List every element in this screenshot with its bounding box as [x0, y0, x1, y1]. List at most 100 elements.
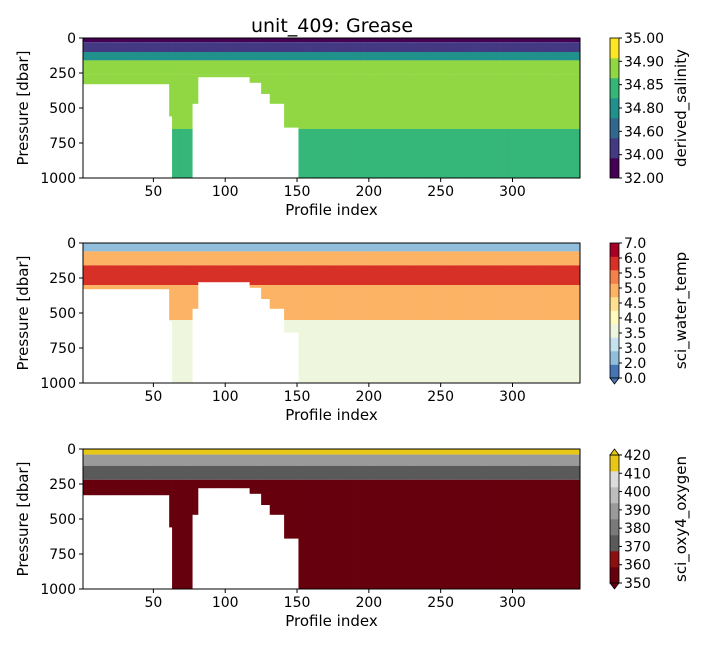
heatmap-cell: [513, 60, 518, 75]
heatmap-cell: [519, 42, 523, 52]
heatmap-cell: [488, 479, 492, 589]
heatmap-cell: [341, 285, 345, 320]
heatmap-cell: [381, 129, 386, 178]
heatmap-cell: [238, 243, 242, 252]
heatmap-cell: [338, 265, 342, 285]
heatmap-cell: [453, 320, 457, 383]
heatmap-cell: [105, 243, 110, 252]
heatmap-cell: [399, 42, 403, 52]
heatmap-cell: [151, 38, 156, 43]
heatmap-cell: [467, 52, 472, 61]
heatmap-cell: [399, 320, 403, 383]
heatmap-cell: [223, 243, 228, 252]
heatmap-cell: [407, 129, 411, 178]
heatmap-cell: [551, 60, 555, 75]
heatmap-cell: [565, 454, 569, 466]
heatmap-cell: [111, 60, 115, 75]
colorbar-segment: [610, 519, 619, 536]
heatmap-cell: [229, 454, 233, 466]
heatmap-cell: [269, 251, 273, 266]
heatmap-cell: [226, 42, 230, 52]
heatmap-cell: [134, 479, 138, 496]
heatmap-cell: [197, 449, 202, 455]
heatmap-cell: [232, 454, 236, 466]
heatmap-cell: [447, 285, 452, 320]
heatmap-cell: [114, 479, 118, 496]
heatmap-cell: [511, 320, 515, 383]
heatmap-cell: [401, 251, 406, 266]
heatmap-cell: [562, 454, 567, 466]
heatmap-cell: [522, 465, 526, 480]
heatmap-cell: [390, 74, 394, 129]
heatmap-cell: [200, 60, 205, 75]
heatmap-cell: [505, 479, 509, 589]
heatmap-cell: [525, 251, 529, 266]
heatmap-cell: [83, 243, 87, 252]
heatmap-cell: [232, 38, 236, 43]
heatmap-cell: [298, 42, 302, 52]
heatmap-cell: [321, 60, 325, 75]
heatmap-cell: [557, 243, 561, 252]
heatmap-cell: [269, 479, 273, 515]
heatmap-cell: [525, 449, 529, 455]
x-tick-label: 150: [284, 184, 311, 200]
heatmap-cell: [338, 285, 342, 320]
heatmap-cell: [292, 449, 296, 455]
heatmap-cell: [442, 74, 446, 129]
y-tick-label: 750: [49, 136, 76, 152]
heatmap-cell: [218, 251, 222, 266]
heatmap-cell: [467, 243, 472, 252]
heatmap-cell: [373, 265, 377, 285]
heatmap-cell: [577, 449, 581, 455]
heatmap-cell: [467, 285, 472, 320]
heatmap-cell: [522, 38, 526, 43]
heatmap-cell: [344, 285, 348, 320]
heatmap-cell: [103, 243, 107, 252]
heatmap-cell: [419, 243, 423, 252]
heatmap-cell: [289, 42, 294, 52]
heatmap-cell: [528, 449, 532, 455]
heatmap-cell: [430, 285, 434, 320]
colorbar-tick-label: 32.00: [624, 171, 664, 187]
heatmap-cell: [91, 42, 95, 52]
heatmap-cell: [447, 320, 452, 383]
heatmap-cell: [172, 265, 176, 285]
heatmap-cell: [433, 479, 437, 589]
heatmap-cell: [324, 251, 328, 266]
heatmap-cell: [350, 38, 354, 43]
heatmap-cell: [163, 52, 167, 61]
heatmap-cell: [292, 42, 296, 52]
heatmap-cell: [140, 265, 144, 285]
heatmap-cell: [424, 454, 429, 466]
heatmap-cell: [559, 320, 564, 383]
heatmap-cell: [108, 454, 113, 466]
heatmap-cell: [502, 38, 506, 43]
heatmap-cell: [97, 74, 101, 85]
heatmap-cell: [355, 129, 360, 178]
heatmap-cell: [565, 38, 569, 43]
heatmap-cell: [269, 52, 273, 61]
heatmap-cell: [531, 285, 535, 320]
heatmap-cell: [269, 454, 273, 466]
heatmap-cell: [410, 251, 414, 266]
heatmap-cell: [278, 60, 282, 75]
heatmap-cell: [258, 454, 262, 466]
heatmap-cell: [137, 449, 141, 455]
heatmap-cell: [542, 251, 546, 266]
heatmap-cell: [574, 454, 578, 466]
heatmap-cell: [442, 60, 446, 75]
heatmap-cell: [289, 52, 294, 61]
heatmap-cell: [341, 251, 345, 266]
heatmap-cell: [436, 454, 440, 466]
heatmap-cell: [111, 465, 115, 480]
heatmap-cell: [243, 479, 248, 489]
heatmap-cell: [485, 479, 489, 589]
heatmap-cell: [367, 42, 371, 52]
heatmap-cell: [120, 465, 124, 480]
heatmap-cell: [516, 479, 521, 589]
heatmap-cell: [516, 285, 521, 320]
heatmap-cell: [169, 285, 173, 320]
heatmap-cell: [318, 129, 322, 178]
heatmap-cell: [519, 129, 523, 178]
heatmap-cell: [126, 449, 130, 455]
